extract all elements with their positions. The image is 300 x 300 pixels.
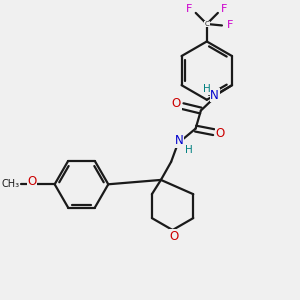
Text: C: C: [204, 21, 209, 27]
Text: F: F: [221, 4, 227, 14]
Text: O: O: [172, 97, 181, 110]
Text: CH₃: CH₃: [1, 179, 20, 189]
Text: H: H: [203, 84, 211, 94]
Text: O: O: [215, 127, 225, 140]
Text: F: F: [227, 20, 233, 30]
Text: N: N: [210, 89, 219, 102]
Text: O: O: [169, 230, 179, 243]
Text: N: N: [175, 134, 183, 147]
Text: H: H: [185, 145, 193, 154]
Text: F: F: [186, 4, 193, 14]
Text: O: O: [28, 176, 37, 188]
